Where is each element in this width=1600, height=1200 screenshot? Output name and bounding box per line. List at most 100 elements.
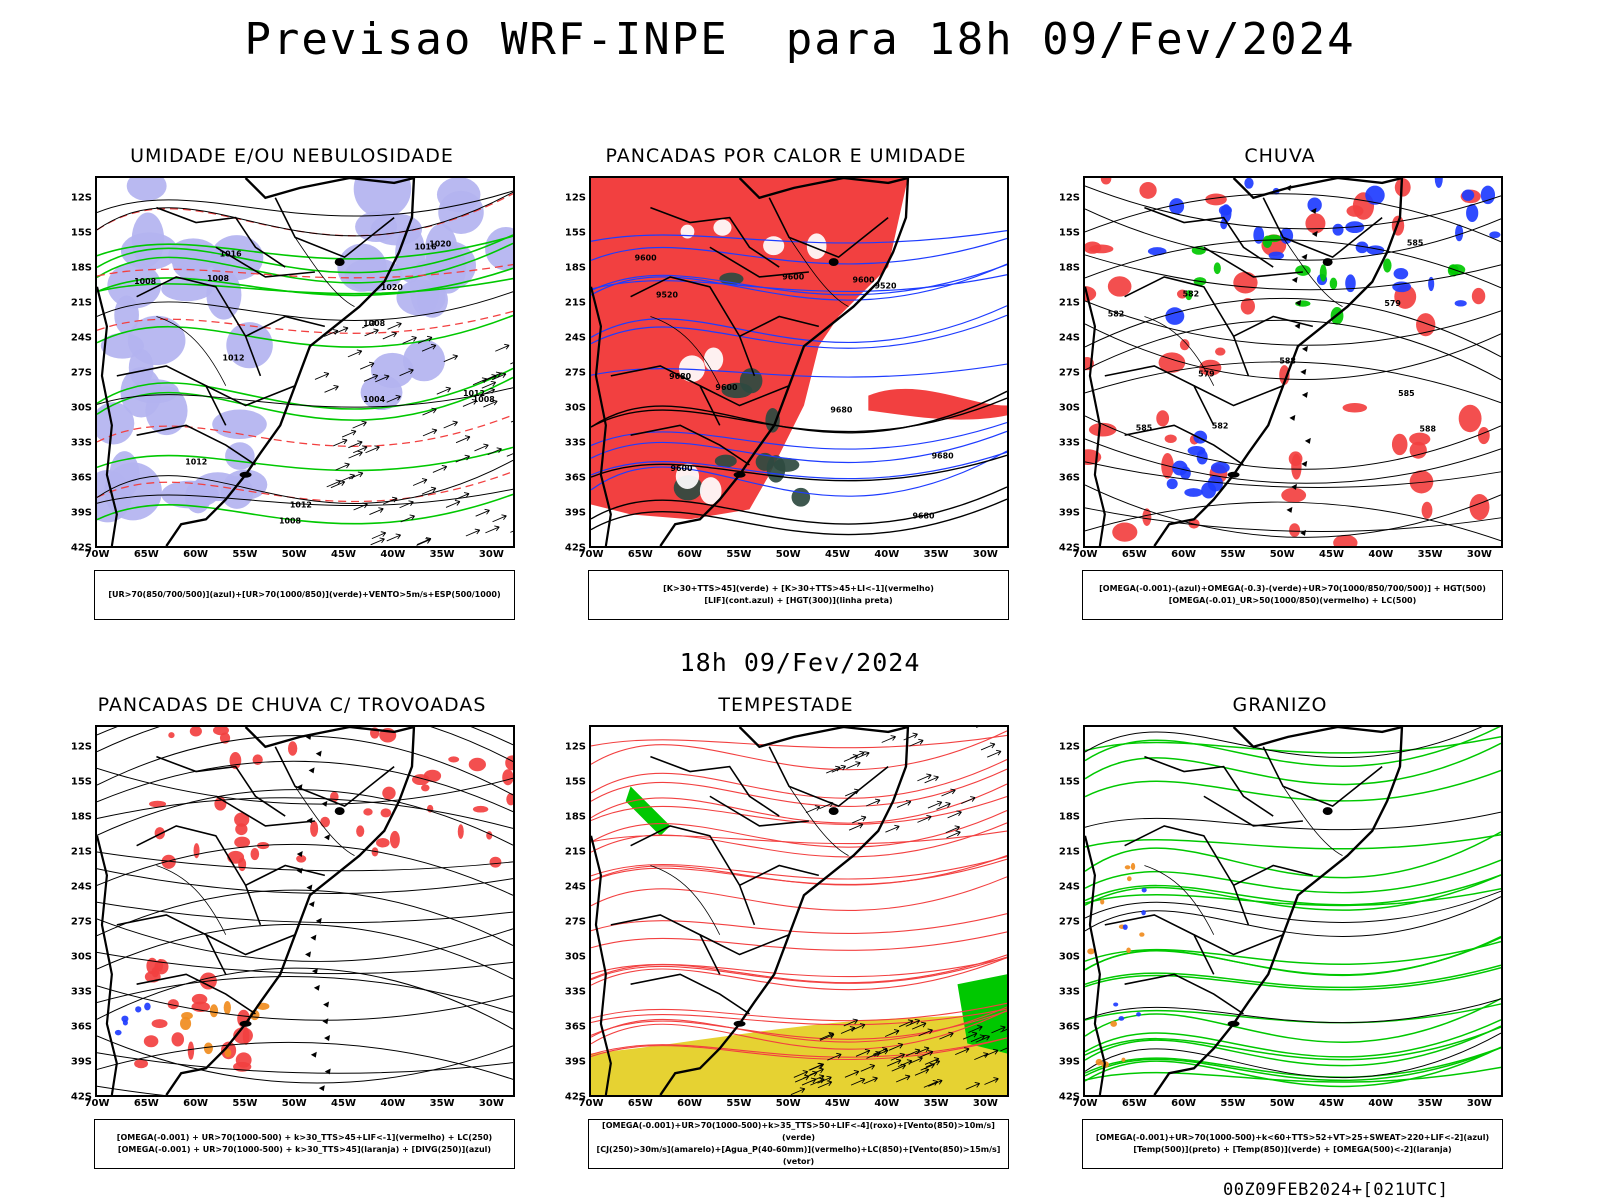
lon-tick-label: 70W bbox=[1072, 549, 1098, 560]
lon-tick-label: 35W bbox=[429, 549, 455, 560]
precipitable-water-contour bbox=[591, 810, 1007, 848]
rain-area bbox=[1088, 422, 1117, 437]
longitude-axis: 70W 65W 60W 55W 50W 45W 40W 35W 30W bbox=[85, 1098, 515, 1112]
state-border bbox=[630, 973, 750, 1015]
isobar-label: 1008 bbox=[473, 395, 496, 404]
thunderstorm-area bbox=[468, 757, 486, 772]
thunderstorm-area bbox=[356, 825, 365, 837]
temp850-contour bbox=[1085, 997, 1501, 1043]
wind-vector bbox=[810, 1077, 825, 1086]
thunderstorm-area bbox=[242, 1027, 250, 1045]
rain-area bbox=[1156, 410, 1170, 427]
hail-area bbox=[1122, 924, 1128, 930]
thunderstorm-area bbox=[296, 854, 307, 863]
thunderstorm-area bbox=[191, 993, 208, 1005]
panel-umidade: UMIDADE E/OU NEBULOSIDADE 12S 15S 18S 21S 24… bbox=[52, 145, 532, 645]
lat-tick-label: 39S bbox=[1058, 1056, 1080, 1068]
hail-area bbox=[1136, 1012, 1141, 1017]
streamline bbox=[97, 951, 513, 975]
precipitable-water-contour bbox=[591, 957, 1007, 978]
lat-tick-label: 18S bbox=[70, 811, 92, 823]
map-tempestade bbox=[589, 725, 1009, 1097]
convective-area bbox=[755, 452, 775, 471]
river bbox=[156, 316, 227, 386]
lon-tick-label: 35W bbox=[429, 1098, 455, 1109]
lat-tick-label: 33S bbox=[70, 986, 92, 998]
wind-vector bbox=[860, 1063, 876, 1072]
streamline bbox=[97, 760, 513, 813]
state-border bbox=[709, 246, 809, 278]
lat-tick-label: 24S bbox=[1058, 881, 1080, 893]
humidity-contour bbox=[97, 446, 513, 472]
lon-tick-label: 65W bbox=[133, 1098, 159, 1109]
streamline bbox=[1085, 323, 1501, 380]
andes-border bbox=[591, 286, 612, 546]
rain-area bbox=[1164, 434, 1177, 444]
coastline bbox=[1153, 727, 1404, 1095]
thunderstorm-area bbox=[252, 754, 263, 765]
rain-area bbox=[1416, 313, 1436, 337]
lat-tick-label: 30S bbox=[70, 402, 92, 414]
streamline bbox=[97, 976, 513, 1013]
temp850-contour bbox=[1085, 1046, 1501, 1088]
wind-vector bbox=[855, 1048, 871, 1057]
omega-strong-area bbox=[1329, 277, 1338, 290]
lon-tick-label: 60W bbox=[677, 549, 703, 560]
humidity-area bbox=[100, 332, 144, 359]
clear-gap bbox=[680, 224, 695, 239]
lat-tick-label: 12S bbox=[70, 741, 92, 753]
wind-vector bbox=[855, 751, 870, 760]
coastline bbox=[1153, 178, 1404, 546]
rain-area bbox=[1391, 433, 1408, 456]
flow-arrow bbox=[305, 951, 311, 958]
wind-vector bbox=[347, 349, 363, 358]
lon-tick-label: 70W bbox=[578, 549, 604, 560]
coastline bbox=[165, 178, 416, 546]
thunderstorm-area bbox=[363, 808, 373, 816]
omega500-area bbox=[1095, 1058, 1103, 1066]
map-pancadas-calor: 9680 9680 9680 9600 9680 9520 9600 9600 9520 9600… bbox=[589, 176, 1009, 548]
lat-tick-label: 39S bbox=[70, 507, 92, 519]
omega500-area bbox=[1110, 1020, 1118, 1027]
wind-vector bbox=[436, 386, 452, 395]
state-border bbox=[1262, 746, 1383, 808]
temp850-contour bbox=[1085, 966, 1501, 991]
omega-area bbox=[1345, 274, 1356, 293]
wind-vector bbox=[326, 479, 341, 488]
omega-area bbox=[1434, 178, 1443, 188]
temp850-contour bbox=[1085, 874, 1501, 906]
panel-title: CHUVA bbox=[1244, 145, 1316, 167]
thunderstorm-area bbox=[154, 827, 165, 840]
lon-tick-label: 65W bbox=[627, 1098, 653, 1109]
temp850-contour bbox=[1085, 833, 1501, 850]
wind-vector bbox=[874, 1048, 889, 1057]
lon-tick-label: 45W bbox=[825, 1098, 850, 1109]
rain-area bbox=[1279, 365, 1290, 385]
river bbox=[650, 865, 721, 935]
river bbox=[1282, 786, 1343, 856]
omega-strong-area bbox=[1213, 262, 1221, 275]
thunderstorm-area bbox=[320, 816, 330, 828]
lat-tick-label: 42S bbox=[1058, 542, 1080, 554]
isobar bbox=[97, 190, 513, 217]
precipitable-water-contour bbox=[591, 783, 1007, 824]
precipitable-water-contour bbox=[591, 1002, 1007, 1022]
temp850-contour bbox=[1085, 831, 1501, 879]
lon-tick-label: 70W bbox=[84, 1098, 110, 1109]
panel-trovoadas: PANCADAS DE CHUVA C/ TROVOADAS 12S 15S 18S… bbox=[52, 694, 532, 1194]
temp850-contour bbox=[1085, 769, 1501, 802]
lon-tick-label: 50W bbox=[775, 1098, 801, 1109]
river bbox=[1144, 865, 1215, 935]
precipitable-water-contour bbox=[591, 1008, 1007, 1026]
state-border bbox=[136, 825, 262, 926]
wind-vector bbox=[510, 420, 513, 423]
lake bbox=[1227, 1020, 1240, 1027]
flow-arrow bbox=[322, 1018, 329, 1025]
thunderstorm-area bbox=[187, 1041, 195, 1060]
thunderstorm-area bbox=[167, 999, 179, 1010]
precipitable-water-contour bbox=[591, 858, 1007, 885]
wind-vector bbox=[945, 825, 960, 834]
lifted-index-contour bbox=[591, 430, 1007, 464]
isobar-label: 9680 bbox=[830, 406, 853, 415]
flow-arrow bbox=[306, 884, 313, 891]
